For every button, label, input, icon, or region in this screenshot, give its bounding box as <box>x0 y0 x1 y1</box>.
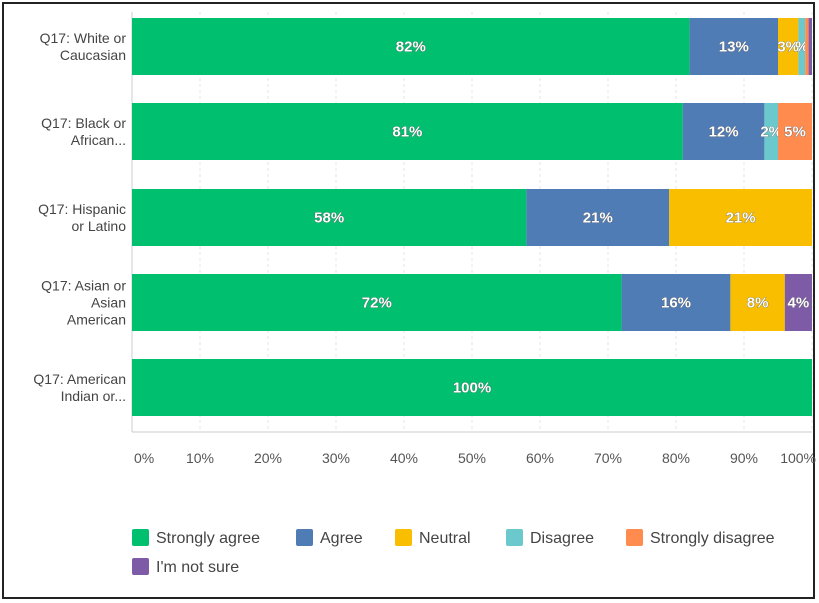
category-label: Q17: American <box>33 371 126 387</box>
category-label: or Latino <box>72 218 127 234</box>
data-label: 4% <box>788 295 810 312</box>
legend-label: Neutral <box>419 530 471 547</box>
data-label: 58% <box>314 210 344 227</box>
legend-swatch <box>395 529 412 546</box>
legend-swatch <box>296 529 313 546</box>
legend-swatch <box>626 529 643 546</box>
data-label: 21% <box>726 210 756 227</box>
x-tick-label: 50% <box>458 450 486 466</box>
data-label: 5% <box>784 124 806 141</box>
data-label: 8% <box>747 295 769 312</box>
legend-label: Agree <box>320 530 363 547</box>
data-label: 13% <box>719 39 749 56</box>
category-label: American <box>67 312 126 328</box>
x-tick-label: 100% <box>780 450 816 466</box>
legend-label: Strongly disagree <box>650 530 775 547</box>
bar-segment <box>730 274 785 331</box>
data-label: 16% <box>661 295 691 312</box>
bar-segment <box>805 18 809 75</box>
x-tick-label: 80% <box>662 450 690 466</box>
x-tick-label: 70% <box>594 450 622 466</box>
legend-label: I'm not sure <box>156 559 239 576</box>
bar-segment <box>682 103 765 160</box>
bar-segment <box>621 274 731 331</box>
data-label: 12% <box>709 124 739 141</box>
data-label: 81% <box>392 124 422 141</box>
bar-segment <box>784 274 812 331</box>
legend-label: Strongly agree <box>156 530 260 547</box>
bar-segment <box>132 18 690 75</box>
category-label: Q17: Black or <box>41 115 126 131</box>
bar-segment <box>778 18 799 75</box>
x-tick-label: 90% <box>730 450 758 466</box>
legend-swatch <box>132 558 149 575</box>
x-tick-label: 60% <box>526 450 554 466</box>
bar-segment <box>778 103 812 160</box>
bar-segment <box>689 18 778 75</box>
category-label: Caucasian <box>60 47 126 63</box>
data-label: 21% <box>583 210 613 227</box>
category-label: Q17: Asian or <box>41 278 126 294</box>
category-label: Asian <box>91 295 126 311</box>
data-label: 82% <box>396 39 426 56</box>
data-label: 3% <box>777 39 799 56</box>
x-tick-label: 30% <box>322 450 350 466</box>
bar-segment <box>669 189 812 246</box>
x-tick-label: 0% <box>134 450 154 466</box>
bar-segment <box>132 103 683 160</box>
category-label: Indian or... <box>61 388 126 404</box>
bar-segment <box>132 359 812 416</box>
legend-label: Disagree <box>530 530 594 547</box>
data-label: 100% <box>453 380 491 397</box>
bar-segment <box>526 189 670 246</box>
bar-segment <box>132 189 527 246</box>
x-tick-label: 40% <box>390 450 418 466</box>
x-tick-label: 10% <box>186 450 214 466</box>
category-label: African... <box>71 132 126 148</box>
category-label: Q17: Hispanic <box>38 201 126 217</box>
legend-swatch <box>132 529 149 546</box>
data-label: 72% <box>362 295 392 312</box>
category-label: Q17: White or <box>40 30 127 46</box>
legend-swatch <box>506 529 523 546</box>
bar-segment <box>764 103 778 160</box>
bar-segment <box>798 18 806 75</box>
bar-segment <box>808 18 812 75</box>
x-tick-label: 20% <box>254 450 282 466</box>
data-label: 2% <box>760 124 782 141</box>
bar-segment <box>132 274 622 331</box>
